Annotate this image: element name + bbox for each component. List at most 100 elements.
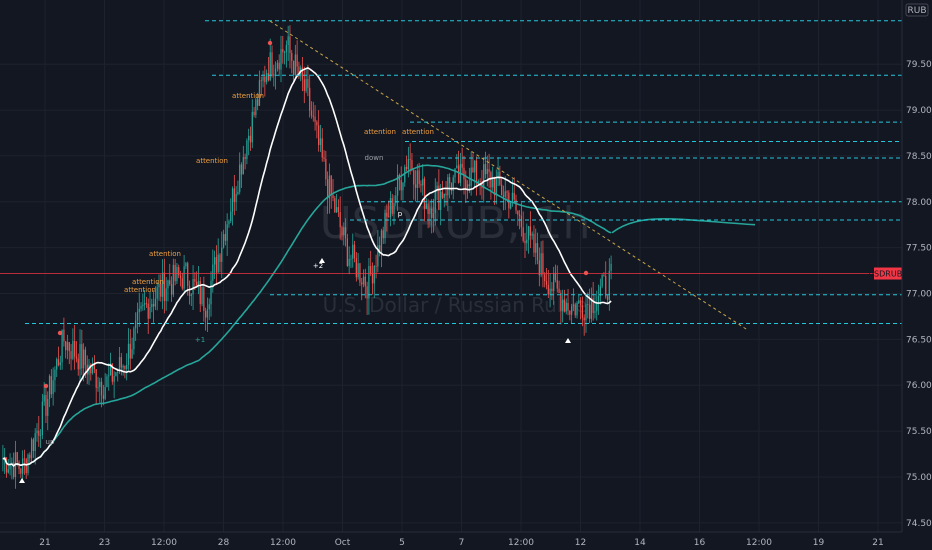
candle-body: [203, 287, 205, 311]
candle-body: [608, 270, 610, 300]
candle-body: [547, 284, 549, 295]
price-tick-label: 76.500: [906, 335, 932, 345]
candle-body: [205, 310, 207, 318]
candle-body: [25, 459, 27, 474]
candle-body: [599, 286, 601, 297]
candle-body: [350, 258, 352, 260]
candle-body: [41, 401, 43, 435]
candle-body: [251, 111, 253, 143]
candle-body: [172, 264, 174, 295]
last-price-label: USDRUB · 77.218: [868, 270, 932, 279]
candle-body: [181, 278, 183, 289]
candle-body: [493, 179, 496, 196]
candle-body: [161, 272, 164, 297]
candle-body: [312, 115, 314, 117]
candle-body: [248, 135, 250, 141]
candle-body: [529, 226, 531, 236]
candle-body: [43, 395, 45, 402]
candle-body: [56, 359, 58, 370]
candle-body: [194, 278, 196, 282]
candle-body: [488, 169, 490, 173]
candle-body: [465, 179, 467, 190]
candle-body: [231, 188, 234, 212]
candle-body: [362, 276, 365, 285]
candle-body: [54, 369, 56, 381]
candle-body: [407, 159, 409, 170]
candle-body: [551, 288, 553, 292]
candle-body: [249, 135, 252, 143]
candle-body: [199, 281, 201, 305]
candle-body: [140, 305, 142, 309]
candle-body: [240, 164, 243, 175]
candle-body: [20, 468, 22, 474]
candle-body: [309, 87, 311, 111]
candle-body: [596, 302, 598, 312]
candle-body: [380, 230, 383, 253]
candle-body: [39, 434, 42, 436]
ma-fast-line: [2, 67, 612, 468]
candle-body: [396, 174, 399, 196]
price-tick-label: 79.000: [906, 106, 932, 116]
candle-body: [567, 302, 569, 311]
candle-body: [289, 36, 291, 53]
candle-body: [456, 165, 458, 169]
candle-body: [149, 307, 151, 319]
candle-body: [445, 193, 447, 196]
signal-dot: [57, 330, 63, 336]
time-tick-label: 12:00: [508, 538, 534, 548]
candle-body: [449, 177, 451, 184]
candle-body: [520, 215, 523, 228]
candle-body: [536, 243, 539, 261]
candle-body: [558, 288, 560, 293]
candle-body: [452, 177, 454, 191]
candle-body: [576, 303, 578, 316]
candle-body: [91, 363, 94, 374]
candle-body: [549, 288, 551, 295]
candle-body: [154, 298, 157, 307]
candle-body: [276, 62, 279, 69]
candle-body: [151, 303, 153, 308]
candle-body: [163, 272, 165, 301]
time-tick-label: Oct: [335, 538, 351, 548]
candle-body: [438, 185, 440, 210]
candle-body: [368, 265, 370, 299]
candle-body: [402, 182, 404, 191]
price-tick-label: 75.000: [906, 473, 932, 483]
candle-body: [190, 294, 192, 297]
candle-body: [176, 267, 178, 282]
candle-body: [16, 452, 18, 463]
candle-body: [206, 309, 209, 318]
candle-body: [574, 304, 576, 316]
candle-body: [179, 275, 182, 279]
candle-body: [283, 52, 286, 54]
candle-body: [36, 430, 38, 434]
candle-body: [429, 208, 431, 214]
candle-body: [371, 274, 374, 284]
price-tick-label: 77.000: [906, 290, 932, 300]
candle-body: [66, 342, 69, 351]
candle-body: [70, 351, 72, 359]
candle-body: [474, 160, 476, 173]
time-tick-label: 21: [872, 538, 883, 548]
signal-dot: [43, 383, 49, 389]
candle-body: [486, 169, 488, 175]
candle-body: [160, 283, 162, 297]
candle-body: [23, 458, 26, 460]
signal-annotation: attention: [196, 157, 228, 165]
candle-body: [506, 191, 508, 193]
candle-body: [327, 179, 329, 199]
currency-box: [905, 3, 929, 17]
candle-body: [484, 164, 487, 175]
candle-body: [571, 306, 573, 315]
candle-body: [271, 52, 273, 76]
candle-body: [258, 80, 261, 106]
candle-body: [65, 341, 67, 351]
candle-body: [84, 349, 87, 365]
time-tick-label: 21: [39, 538, 50, 548]
candle-body: [120, 357, 122, 368]
candle-body: [97, 387, 99, 388]
candle-body: [594, 311, 596, 313]
candle-body: [409, 159, 411, 161]
